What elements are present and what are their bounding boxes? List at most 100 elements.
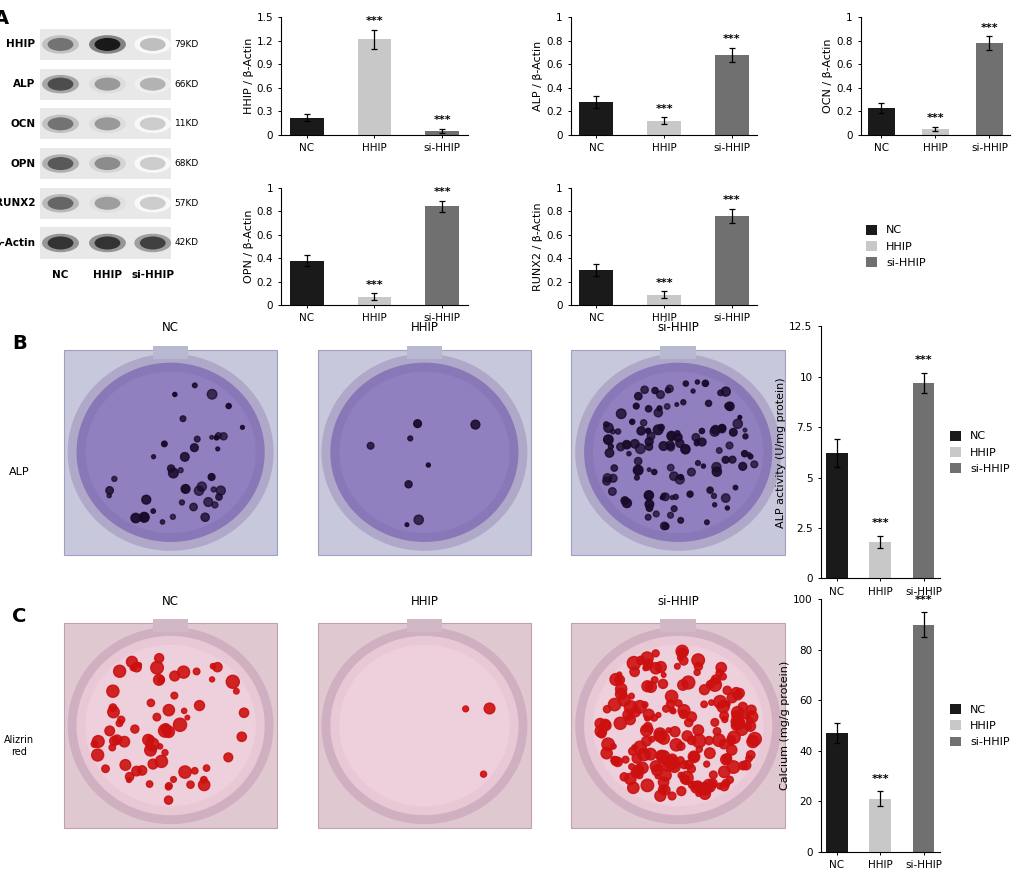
- Y-axis label: RUNX2 / β-Actin: RUNX2 / β-Actin: [533, 202, 543, 291]
- Circle shape: [615, 683, 627, 694]
- Circle shape: [636, 762, 647, 773]
- Circle shape: [414, 420, 421, 428]
- Circle shape: [675, 402, 678, 407]
- Circle shape: [146, 738, 159, 751]
- Circle shape: [152, 454, 155, 459]
- Circle shape: [742, 434, 747, 439]
- Ellipse shape: [89, 75, 125, 93]
- Circle shape: [692, 734, 705, 747]
- Circle shape: [748, 733, 760, 746]
- Circle shape: [647, 432, 654, 440]
- Circle shape: [691, 434, 699, 441]
- Text: HHIP: HHIP: [410, 594, 438, 607]
- Circle shape: [726, 442, 733, 449]
- Circle shape: [603, 421, 608, 427]
- Circle shape: [603, 706, 610, 713]
- Circle shape: [642, 726, 647, 732]
- Circle shape: [668, 707, 675, 713]
- Circle shape: [725, 701, 730, 706]
- Polygon shape: [339, 372, 508, 533]
- Circle shape: [741, 760, 750, 770]
- Circle shape: [197, 482, 206, 491]
- Circle shape: [654, 764, 661, 771]
- Text: OPN: OPN: [10, 158, 36, 169]
- Text: 68KD: 68KD: [174, 159, 199, 168]
- Circle shape: [597, 729, 605, 738]
- Circle shape: [728, 740, 733, 746]
- Circle shape: [204, 498, 213, 507]
- Circle shape: [610, 465, 616, 471]
- Circle shape: [130, 725, 139, 733]
- Circle shape: [666, 754, 677, 764]
- Circle shape: [210, 664, 215, 669]
- Circle shape: [112, 735, 121, 745]
- Circle shape: [738, 462, 746, 470]
- Ellipse shape: [95, 196, 120, 209]
- Legend: NC, HHIP, si-HHIP: NC, HHIP, si-HHIP: [865, 225, 925, 269]
- Ellipse shape: [42, 234, 78, 252]
- Circle shape: [640, 420, 646, 426]
- Circle shape: [641, 680, 652, 692]
- Circle shape: [704, 748, 714, 759]
- Circle shape: [651, 677, 657, 683]
- Circle shape: [717, 766, 730, 778]
- Text: ***: ***: [914, 355, 931, 365]
- Ellipse shape: [135, 35, 171, 54]
- Text: NC: NC: [162, 594, 179, 607]
- Circle shape: [645, 438, 652, 446]
- Ellipse shape: [89, 194, 125, 213]
- Circle shape: [637, 427, 645, 435]
- Circle shape: [710, 719, 718, 726]
- Circle shape: [180, 453, 189, 461]
- Circle shape: [680, 761, 688, 769]
- Bar: [975, 43, 1002, 135]
- Circle shape: [721, 779, 730, 787]
- Circle shape: [687, 468, 695, 476]
- Circle shape: [705, 401, 711, 407]
- Circle shape: [661, 760, 673, 771]
- Circle shape: [610, 744, 615, 749]
- Circle shape: [125, 773, 133, 781]
- Y-axis label: OPN / β-Actin: OPN / β-Actin: [244, 209, 254, 283]
- Circle shape: [126, 656, 138, 667]
- Circle shape: [405, 481, 412, 488]
- Circle shape: [721, 717, 727, 722]
- Circle shape: [732, 711, 742, 721]
- Circle shape: [109, 704, 116, 712]
- Circle shape: [117, 716, 124, 723]
- Circle shape: [677, 680, 688, 690]
- Circle shape: [677, 757, 684, 764]
- Ellipse shape: [42, 35, 78, 54]
- Circle shape: [657, 777, 668, 787]
- Circle shape: [426, 463, 430, 467]
- Circle shape: [642, 666, 647, 671]
- Text: HHIP: HHIP: [410, 322, 438, 335]
- Circle shape: [691, 653, 704, 667]
- Circle shape: [712, 727, 720, 735]
- Circle shape: [691, 389, 694, 393]
- Circle shape: [680, 772, 693, 785]
- Circle shape: [600, 747, 611, 759]
- Circle shape: [738, 702, 747, 712]
- Circle shape: [623, 441, 631, 449]
- Circle shape: [641, 736, 651, 746]
- Circle shape: [676, 440, 683, 448]
- Circle shape: [731, 687, 740, 697]
- Text: 42KD: 42KD: [174, 238, 199, 248]
- Circle shape: [713, 695, 726, 708]
- Circle shape: [634, 457, 641, 465]
- Circle shape: [161, 724, 170, 733]
- Circle shape: [659, 496, 663, 500]
- Circle shape: [643, 709, 653, 720]
- Circle shape: [614, 675, 624, 685]
- Circle shape: [669, 739, 682, 751]
- Bar: [714, 55, 748, 135]
- Polygon shape: [322, 355, 526, 550]
- Circle shape: [212, 502, 218, 508]
- Circle shape: [113, 666, 125, 677]
- Circle shape: [211, 487, 216, 492]
- Circle shape: [659, 770, 671, 781]
- Circle shape: [690, 782, 701, 793]
- Circle shape: [215, 433, 221, 439]
- Polygon shape: [77, 637, 264, 814]
